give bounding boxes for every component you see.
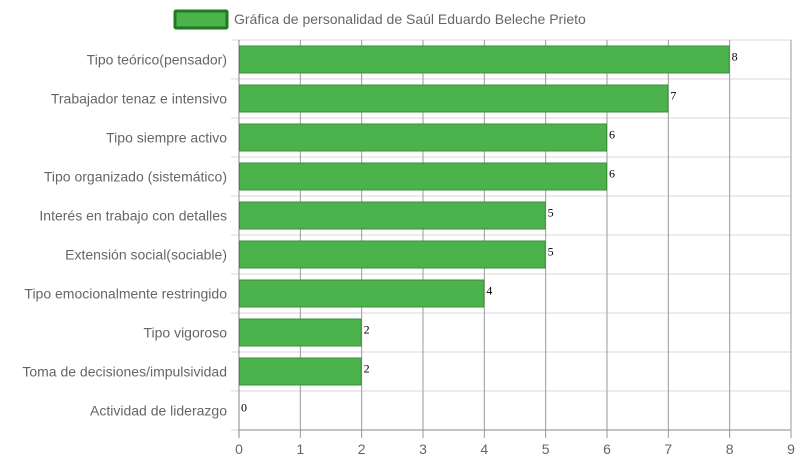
bar[interactable] xyxy=(239,279,485,308)
data-label: 4 xyxy=(486,284,492,298)
bar[interactable] xyxy=(239,318,362,347)
x-tick-label: 2 xyxy=(358,441,366,457)
legend[interactable]: Gráfica de personalidad de Saúl Eduardo … xyxy=(173,9,586,30)
data-label: 8 xyxy=(732,50,738,64)
x-tick-label: 6 xyxy=(603,441,611,457)
category-label: Interés en trabajo con detalles xyxy=(39,208,227,224)
legend-label[interactable]: Gráfica de personalidad de Saúl Eduardo … xyxy=(234,11,586,27)
data-label: 2 xyxy=(364,323,370,337)
bar[interactable] xyxy=(239,240,546,269)
x-tick-label: 9 xyxy=(787,441,795,457)
category-labels: Tipo teórico(pensador) Trabajador tenaz e… xyxy=(22,52,227,419)
category-label: Extensión social(sociable) xyxy=(65,247,227,263)
bar[interactable] xyxy=(239,162,607,191)
x-tick-label: 7 xyxy=(664,441,672,457)
category-label: Tipo teórico(pensador) xyxy=(87,52,227,68)
category-label: Trabajador tenaz e intensivo xyxy=(51,91,227,107)
x-tick-label: 0 xyxy=(235,441,243,457)
data-label: 6 xyxy=(609,128,615,142)
category-label: Toma de decisiones/impulsividad xyxy=(22,364,227,380)
x-axis-ticks: 0 1 2 3 4 5 6 7 8 9 xyxy=(235,441,795,457)
data-label: 6 xyxy=(609,167,615,181)
data-labels: 8 7 6 6 5 5 4 2 2 0 xyxy=(241,50,738,415)
bars xyxy=(239,45,730,386)
data-label: 5 xyxy=(548,206,554,220)
category-label: Tipo emocionalmente restringido xyxy=(24,286,227,302)
bar[interactable] xyxy=(239,201,546,230)
data-label: 5 xyxy=(548,245,554,259)
bar[interactable] xyxy=(239,357,362,386)
data-label: 2 xyxy=(364,362,370,376)
data-label: 7 xyxy=(670,89,676,103)
x-tick-label: 4 xyxy=(480,441,488,457)
x-tick-label: 8 xyxy=(726,441,734,457)
category-label: Tipo siempre activo xyxy=(106,130,227,146)
bar[interactable] xyxy=(239,123,607,152)
category-label: Tipo organizado (sistemático) xyxy=(44,169,227,185)
x-tick-label: 1 xyxy=(296,441,304,457)
bar[interactable] xyxy=(239,45,730,74)
bar[interactable] xyxy=(239,84,669,113)
data-label: 0 xyxy=(241,401,247,415)
category-label: Actividad de liderazgo xyxy=(90,403,227,419)
category-label: Tipo vigoroso xyxy=(143,325,227,341)
legend-swatch[interactable] xyxy=(173,9,229,30)
x-tick-label: 3 xyxy=(419,441,427,457)
x-tick-label: 5 xyxy=(542,441,550,457)
